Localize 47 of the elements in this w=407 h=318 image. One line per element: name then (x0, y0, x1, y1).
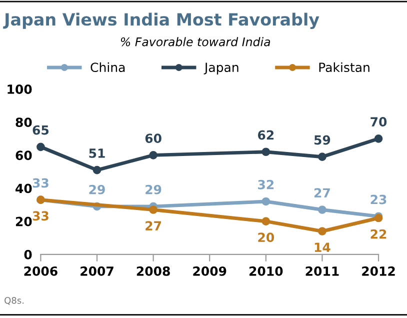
x-tick-label: 2011 (306, 266, 339, 276)
y-tick-label: 0 (24, 250, 32, 260)
x-tick-label: 2009 (193, 266, 226, 276)
data-label: 14 (314, 242, 330, 252)
y-tick-label: 40 (16, 184, 32, 194)
data-label: 51 (89, 148, 105, 158)
data-label: 62 (258, 130, 274, 140)
y-tick-label: 60 (16, 150, 32, 160)
legend-label: Pakistan (319, 62, 370, 72)
data-label: 20 (258, 232, 274, 242)
data-label: 33 (32, 211, 48, 221)
y-tick-label: 20 (16, 216, 32, 226)
legend-label: China (90, 62, 125, 72)
point (262, 148, 270, 156)
data-label: 59 (314, 135, 330, 145)
data-label: 27 (146, 221, 162, 230)
data-label: 22 (370, 229, 386, 239)
x-tick-label: 2006 (24, 266, 58, 276)
data-label: 32 (258, 180, 274, 190)
point (318, 152, 326, 162)
data-label: 60 (145, 134, 162, 144)
legend-label: Japan (204, 62, 238, 74)
x-tick-label: 2008 (136, 266, 170, 276)
point (262, 197, 270, 206)
data-label: 70 (370, 117, 387, 127)
data-label: 65 (32, 125, 49, 135)
data-label: 33 (32, 178, 48, 188)
point (318, 206, 326, 214)
point (149, 151, 158, 160)
data-label: 29 (146, 184, 162, 194)
chart-title: Japan Views India Most Favorably (3, 12, 320, 30)
y-tick-label: 100 (8, 84, 32, 94)
point (36, 142, 45, 152)
text: Q8s. (4, 296, 24, 305)
data-label: 29 (89, 184, 105, 194)
x-tick-label: 2012 (362, 266, 395, 276)
point (374, 134, 383, 143)
point (262, 217, 270, 226)
point (318, 227, 326, 236)
point (149, 206, 158, 214)
point (92, 166, 102, 174)
x-tick-label: 2007 (80, 266, 114, 276)
data-label: 23 (370, 194, 386, 204)
y-tick-label: 80 (16, 118, 32, 128)
data-label: 27 (314, 188, 330, 198)
chart-subtitle: % Favorable toward India (120, 37, 270, 46)
x-tick-label: 2010 (250, 266, 283, 276)
